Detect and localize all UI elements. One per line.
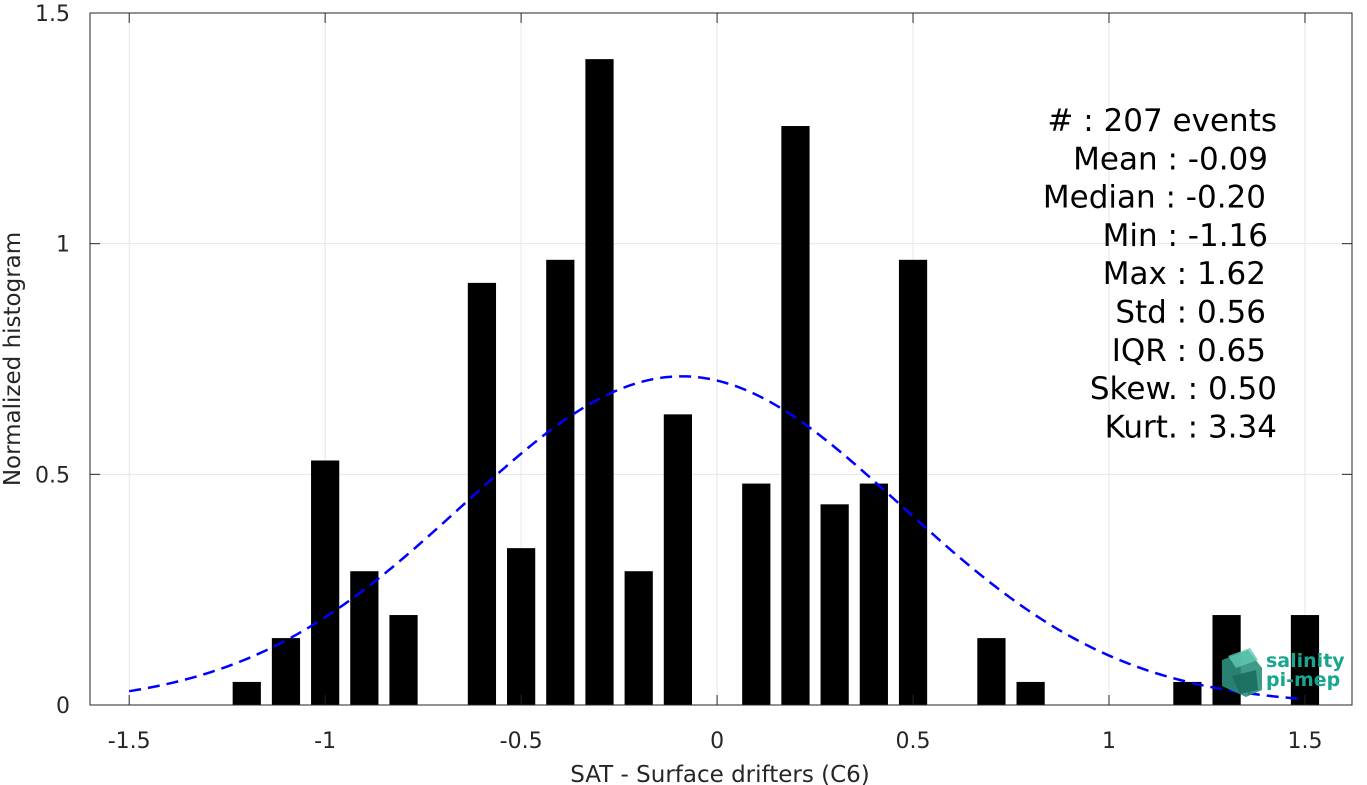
x-tick-label: 0 [710,729,724,754]
histogram-bar [350,571,379,705]
histogram-bar [977,638,1006,705]
gaussian-fit-curve [128,375,1306,701]
histogram-bar [742,483,771,705]
logo-text-salinity: salinity [1266,650,1345,672]
plot-frame [89,12,1353,706]
y-tick-labels: 0 0.5 1 1.5 [35,2,70,719]
stats-line: IQR : 0.65 [1112,333,1266,369]
stats-line: Skew. : 0.50 [1090,371,1277,407]
fit-curve-layer [128,375,1306,701]
histogram-bar [663,414,692,705]
histogram-bar [1173,681,1202,705]
histogram-bar [232,681,261,705]
y-tick-label: 1.5 [35,2,70,27]
stats-line: Std : 0.56 [1115,295,1266,331]
x-tick-label: -1.5 [108,729,151,754]
x-tick-label: -1 [314,729,336,754]
histogram-bar [311,460,340,705]
histogram-bar [389,615,418,705]
salinity-pi-mep-logo: salinity pi-mep [1222,648,1345,697]
stats-line: Max : 1.62 [1103,256,1266,292]
axis-ticks [90,12,1352,706]
histogram-bar [1290,615,1320,705]
histogram-bar [820,504,849,705]
stats-line: Min : -1.16 [1103,218,1268,254]
x-tick-label: 1.5 [1287,729,1322,754]
x-axis-label: SAT - Surface drifters (C6) [570,762,870,785]
stats-line: Kurt. : 3.34 [1105,409,1277,445]
histogram-bar [585,59,614,705]
histogram-bar [898,259,928,705]
histogram-bar [546,259,575,705]
histogram-bar [507,548,536,705]
x-tick-label: 1 [1102,729,1116,754]
stats-line: # : 207 events [1047,103,1277,139]
y-tick-label: 0 [56,694,70,719]
y-axis-label: Normalized histogram [0,232,26,486]
histogram-bar [781,126,810,705]
x-tick-label: 0.5 [896,729,931,754]
y-tick-label: 1 [56,233,70,258]
logo-text-pi-mep: pi-mep [1266,669,1340,691]
x-tick-labels: -1.5 -1 -0.5 0 0.5 1 1.5 [108,729,1323,754]
logo-mark-icon [1222,648,1262,697]
stats-line: Median : -0.20 [1043,180,1266,216]
x-tick-label: -0.5 [500,729,543,754]
histogram-bar [859,483,888,705]
histogram-bar [467,282,497,705]
histogram-bar [1016,681,1045,705]
histogram-bar [271,638,301,705]
stats-line: Mean : -0.09 [1073,141,1268,177]
bars [232,59,1320,705]
y-tick-label: 0.5 [35,463,70,488]
histogram-bar [624,571,653,705]
